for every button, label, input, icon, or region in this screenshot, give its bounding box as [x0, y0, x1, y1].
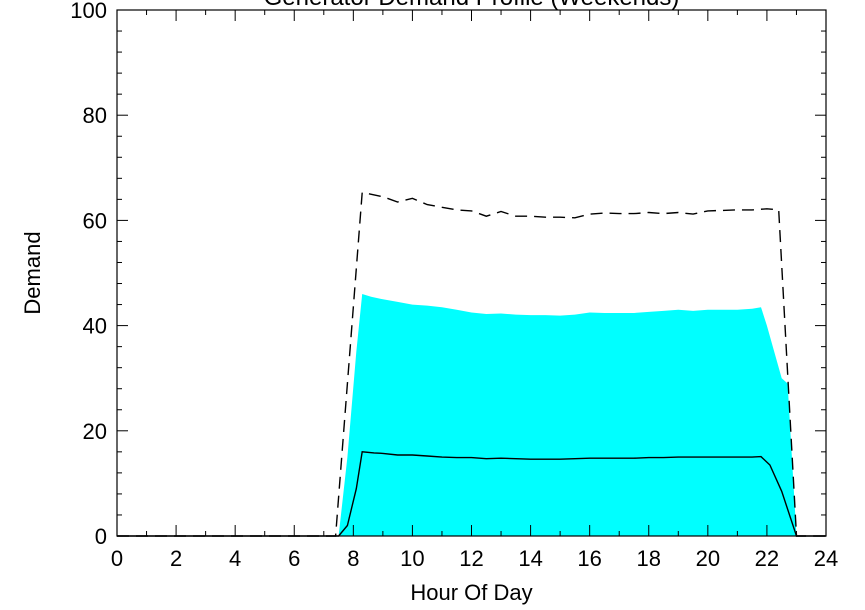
x-tick-label: 4	[229, 546, 241, 571]
x-tick-label: 16	[577, 546, 601, 571]
y-tick-label: 80	[83, 103, 107, 128]
x-axis-label: Hour Of Day	[410, 580, 532, 605]
x-tick-label: 24	[814, 546, 838, 571]
x-tick-label: 0	[111, 546, 123, 571]
x-tick-label: 6	[288, 546, 300, 571]
y-tick-label: 20	[83, 419, 107, 444]
x-tick-label: 20	[696, 546, 720, 571]
y-axis-label: Demand	[20, 231, 45, 314]
series-dashed-line-2	[117, 191, 826, 537]
y-tick-label: 0	[95, 524, 107, 549]
y-tick-label: 100	[70, 0, 107, 23]
x-tick-label: 10	[400, 546, 424, 571]
series-area-0	[117, 294, 826, 536]
x-tick-label: 18	[637, 546, 661, 571]
x-tick-label: 22	[755, 546, 779, 571]
x-tick-label: 8	[347, 546, 359, 571]
axis-ticks	[116, 9, 827, 537]
x-tick-label: 14	[518, 546, 542, 571]
x-tick-label: 2	[170, 546, 182, 571]
x-tick-label: 12	[459, 546, 483, 571]
y-tick-label: 40	[83, 314, 107, 339]
chart-title: Generator Demand Profile (Weekends)	[264, 0, 680, 11]
series-solid-line-1	[117, 451, 826, 537]
y-tick-label: 60	[83, 208, 107, 233]
